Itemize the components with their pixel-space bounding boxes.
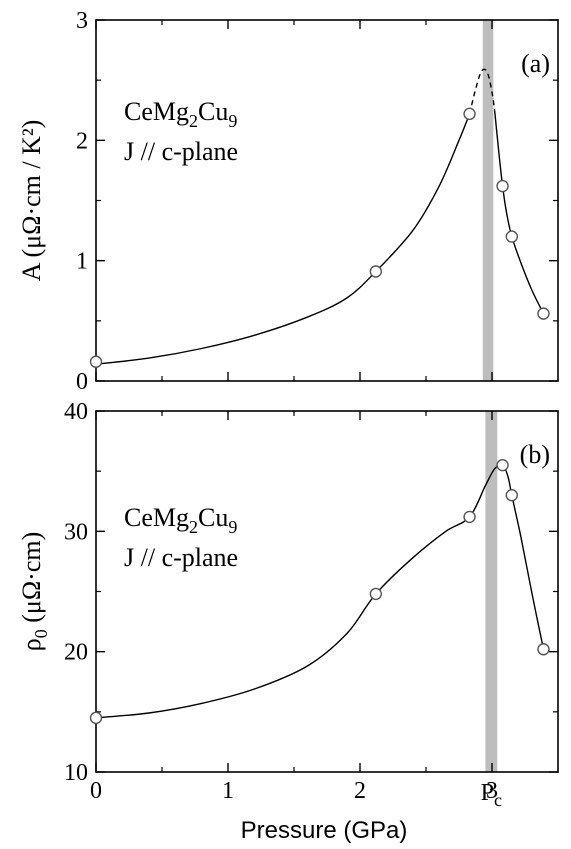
x-tick-label: 2 [354,778,366,804]
panel-label: (b) [520,440,550,469]
x-tick-label: 3 [486,778,498,804]
fit-curve [95,113,471,365]
compound-label: CeMg2Cu9 [124,97,237,131]
panel-label: (a) [521,49,550,78]
data-point [463,107,476,121]
data-point [537,643,550,656]
y-axis-title: ρ0 (μΩ·cm) [17,532,51,651]
y-tick-label: 30 [64,519,88,545]
data-point [463,510,476,524]
y-tick-label: 3 [76,8,88,34]
x-tick-label: 1 [222,778,234,804]
x-tick-label: 0 [90,778,102,804]
y-tick-label: 1 [76,249,88,275]
data-point [89,711,103,725]
y-tick-label: 2 [76,128,88,154]
panel-a: 0 1 2 3 (a) CeMg2Cu9 J // c-plane A (μΩ·cm / K²… [17,8,559,395]
y-tick-label: 10 [64,760,88,786]
y-tick-label: 0 [76,369,88,395]
y-tick-label: 20 [64,640,88,666]
data-point [496,458,509,472]
y-axis-title: A (μΩ·cm / K²) [17,120,46,282]
fit-curve-2 [493,110,545,314]
data-point [505,230,518,243]
data-point [537,307,550,320]
x-axis-title: Pressure (GPa) [241,817,408,844]
panel-b: 10 20 30 40 0 1 2 3 (b) CeMg2Cu9 J // c-plane ρ0 (μ… [17,399,559,810]
data-point [369,587,383,601]
data-point [89,355,103,368]
data-point [505,489,518,502]
compound-label: CeMg2Cu9 [124,503,237,537]
critical-pressure-band [482,20,494,381]
orientation-label: J // c-plane [124,543,238,572]
critical-pressure-band [485,411,498,772]
y-tick-label: 40 [64,399,88,425]
pc-label: Pc [481,780,502,810]
data-point [369,265,383,278]
data-point [496,179,509,193]
fit-curve-dashed [468,68,496,115]
orientation-label: J // c-plane [124,137,238,166]
